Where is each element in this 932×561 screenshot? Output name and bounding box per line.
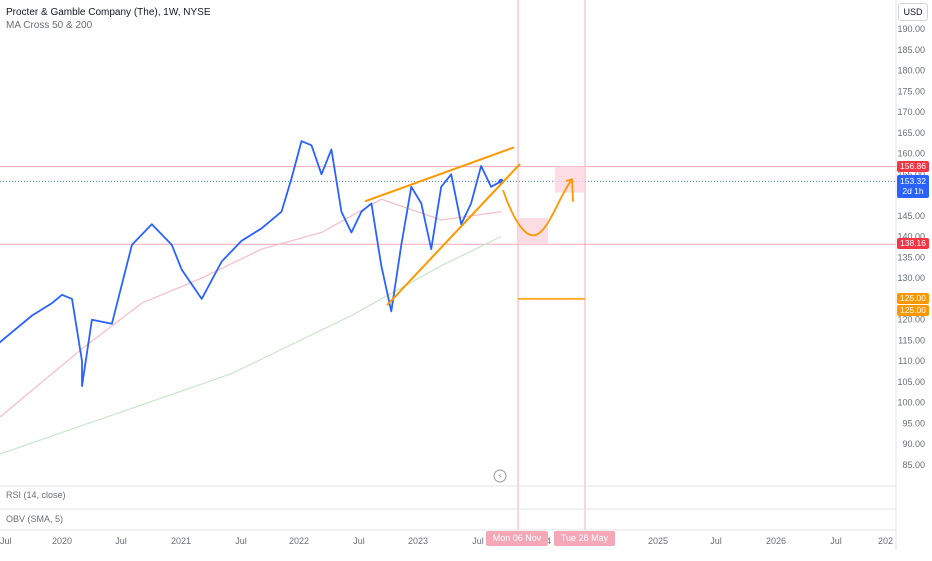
rsi-pane-label[interactable]: RSI (14, close) bbox=[6, 490, 66, 500]
y-tick-label: 140.00 bbox=[897, 232, 925, 242]
y-tick-label: 115.00 bbox=[898, 335, 925, 345]
time-marker-start: Mon 06 Nov '23 bbox=[486, 531, 548, 558]
upper-level-tag: 156.86 bbox=[897, 161, 929, 172]
y-tick-label: 185.00 bbox=[897, 45, 925, 55]
lower-level-tag: 138.16 bbox=[897, 238, 929, 249]
x-tick-label: 2021 bbox=[171, 536, 191, 546]
x-tick-label: 2025 bbox=[648, 536, 668, 546]
y-tick-label: 120.00 bbox=[897, 315, 925, 325]
time-axis[interactable]: Jul2020Jul2021Jul2022Jul2023Jul2024Jul20… bbox=[0, 536, 893, 546]
y-tick-label: 100.00 bbox=[897, 398, 925, 408]
chart-legend: Procter & Gamble Company (The), 1W, NYSE… bbox=[6, 6, 211, 32]
y-tick-label: 105.00 bbox=[897, 377, 925, 387]
projection-box-low bbox=[518, 217, 548, 245]
price-line bbox=[0, 140, 502, 387]
horizontal-levels bbox=[0, 0, 896, 530]
moving-averages bbox=[0, 198, 502, 455]
y-tick-label: 95.00 bbox=[902, 418, 925, 428]
x-tick-label: Jul bbox=[472, 536, 484, 546]
x-tick-label: Jul bbox=[830, 536, 842, 546]
y-tick-label: 110.00 bbox=[898, 356, 925, 366]
x-tick-label: 202 bbox=[878, 536, 893, 546]
y-tick-label: 165.00 bbox=[897, 128, 925, 138]
y-tick-label: 130.00 bbox=[897, 273, 925, 283]
last-price-tag: 153.32 2d 1h bbox=[897, 175, 929, 198]
y-tick-label: 90.00 bbox=[902, 439, 925, 449]
y-tick-label: 175.00 bbox=[897, 86, 925, 96]
last-price-value: 153.32 bbox=[900, 176, 926, 186]
y-tick-label: 180.00 bbox=[897, 66, 925, 76]
lightning-icon[interactable] bbox=[493, 469, 507, 483]
wedge-upper-trendline bbox=[364, 146, 515, 203]
y-tick-label: 170.00 bbox=[897, 107, 925, 117]
ma-200-line bbox=[0, 236, 502, 455]
y-tick-label: 155.00 bbox=[897, 169, 925, 179]
arrow-head bbox=[565, 178, 574, 202]
y-tick-label: 145.00 bbox=[897, 211, 925, 221]
chart-title[interactable]: Procter & Gamble Company (The), 1W, NYSE bbox=[6, 7, 211, 18]
target-tag-a: 125.00 bbox=[897, 293, 929, 304]
x-tick-label: Jul bbox=[115, 536, 127, 546]
obv-pane-label[interactable]: OBV (SMA, 5) bbox=[6, 514, 64, 524]
x-tick-label: Jul bbox=[710, 536, 722, 546]
x-tick-label: Jul bbox=[0, 536, 12, 546]
y-tick-label: 190.00 bbox=[897, 24, 925, 34]
x-tick-label: 2026 bbox=[766, 536, 786, 546]
pattern-drawings bbox=[364, 146, 574, 306]
last-price-countdown: 2d 1h bbox=[902, 186, 924, 196]
lightning-glyph: ⚡ bbox=[497, 472, 503, 481]
ma-50-line bbox=[0, 198, 502, 418]
indicator-label[interactable]: MA Cross 50 & 200 bbox=[6, 20, 93, 31]
x-tick-label: Jul bbox=[353, 536, 365, 546]
x-tick-label: Jul bbox=[235, 536, 247, 546]
time-marker-end: Tue 28 May '24 bbox=[554, 531, 615, 558]
target-tag-b: 125.00 bbox=[897, 305, 929, 316]
x-tick-label: 2022 bbox=[289, 536, 309, 546]
x-tick-label: 2023 bbox=[408, 536, 428, 546]
x-tick-label: 2020 bbox=[52, 536, 72, 546]
currency-button[interactable]: USD bbox=[898, 3, 928, 21]
y-tick-label: 135.00 bbox=[897, 252, 925, 262]
projected-path-arrow bbox=[502, 178, 573, 237]
y-tick-label: 160.00 bbox=[897, 149, 925, 159]
y-tick-label: 85.00 bbox=[902, 460, 925, 470]
wedge-lower-trendline bbox=[386, 163, 521, 306]
